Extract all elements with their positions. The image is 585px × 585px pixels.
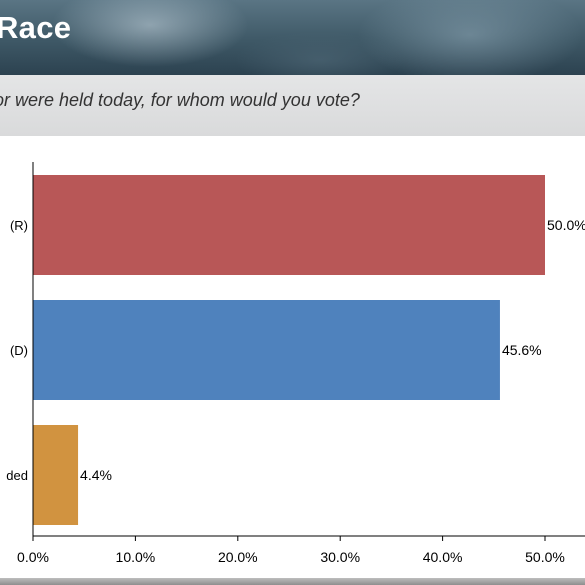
category-label-0: (R) bbox=[10, 218, 28, 233]
category-label-1: (D) bbox=[10, 343, 28, 358]
page-title: Race bbox=[0, 10, 72, 45]
bar-1 bbox=[33, 300, 500, 400]
bar-2 bbox=[33, 425, 79, 525]
x-tick-label-5: 50.0% bbox=[525, 549, 565, 565]
category-label-2: ded bbox=[6, 468, 28, 483]
data-label-1: 45.6% bbox=[502, 342, 542, 358]
data-label-2: 4.4% bbox=[80, 467, 112, 483]
data-label-0: 50.0% bbox=[547, 217, 585, 233]
question-bar bbox=[0, 75, 585, 136]
poll-question: or were held today, for whom would you v… bbox=[0, 90, 360, 110]
x-tick-label-0: 0.0% bbox=[17, 549, 49, 565]
header-banner: Race bbox=[0, 0, 585, 75]
x-tick-label-2: 20.0% bbox=[218, 549, 258, 565]
x-tick-label-4: 40.0% bbox=[423, 549, 463, 565]
bar-0 bbox=[33, 175, 545, 275]
bar-chart: (R) 50.0% (D) 45.6% ded 4.4% 0.0% 10.0% 20.0% 30.… bbox=[6, 162, 585, 565]
bottom-rule bbox=[0, 578, 585, 585]
x-tick-label-3: 30.0% bbox=[320, 549, 360, 565]
x-tick-label-1: 10.0% bbox=[116, 549, 156, 565]
